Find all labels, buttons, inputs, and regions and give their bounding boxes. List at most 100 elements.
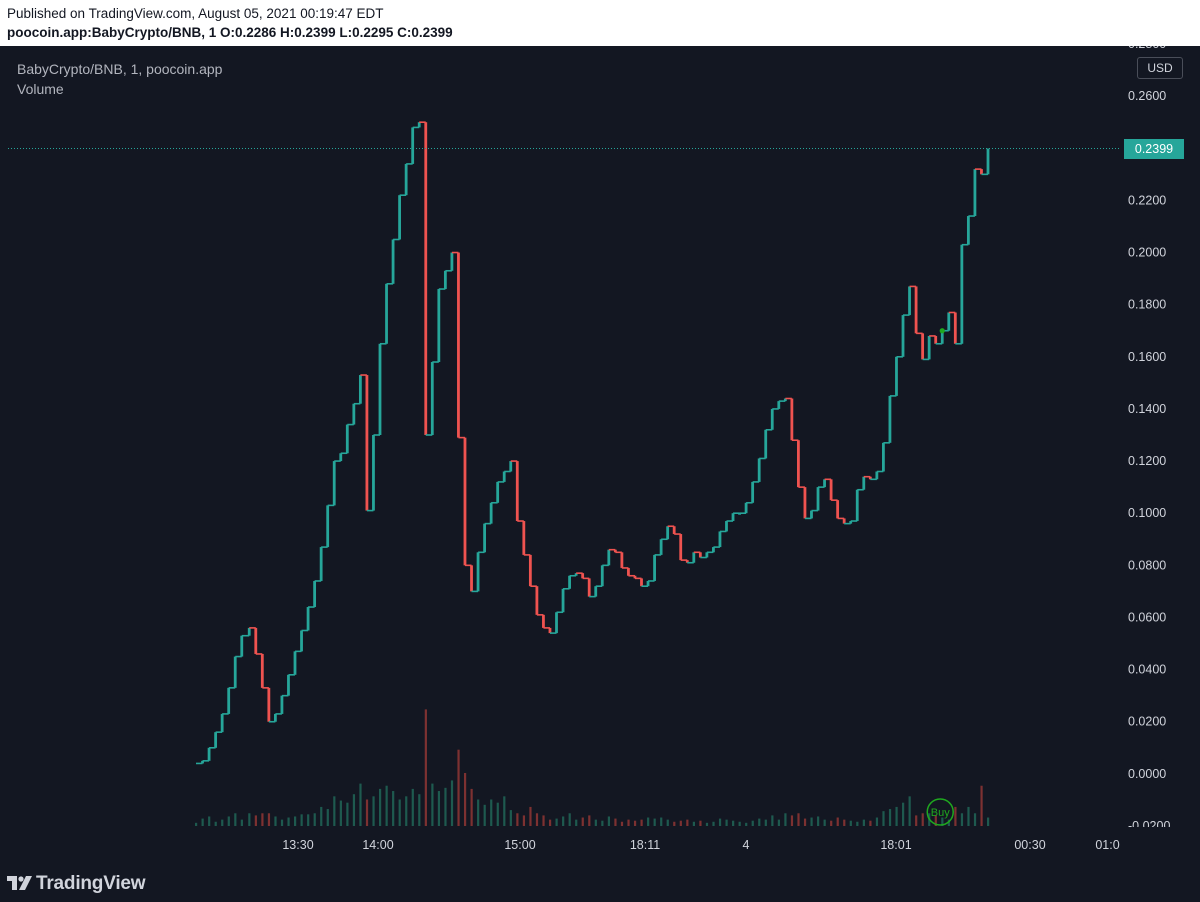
price-candle (855, 489, 859, 522)
price-candle (587, 578, 591, 597)
time-tick-label: 14:00 (362, 838, 393, 852)
price-candle (470, 565, 473, 592)
price-candle (300, 630, 303, 652)
price-candle (457, 252, 460, 438)
price-candle (777, 401, 781, 409)
price-candle (908, 286, 911, 316)
price-candle (502, 471, 506, 482)
price-candle (430, 362, 434, 435)
price-chart[interactable]: Buy (8, 46, 1120, 827)
price-tick-label: 0.0000 (1128, 767, 1166, 781)
price-candle (607, 549, 611, 566)
volume-bar (457, 749, 460, 826)
price-tick-label: 0.1200 (1128, 454, 1166, 468)
price-candle (836, 500, 840, 519)
volume-bar (594, 819, 597, 826)
volume-bar (614, 818, 617, 826)
price-candle (640, 578, 643, 587)
price-candle (293, 651, 297, 675)
price-candle (594, 586, 598, 597)
price-candle (313, 580, 317, 608)
price-series (196, 121, 990, 765)
price-axis[interactable]: 0.28000.26000.24000.22000.20000.18000.16… (1120, 37, 1200, 833)
volume-bar (568, 813, 571, 826)
volume-bar (830, 820, 833, 826)
price-candle (783, 398, 787, 402)
price-candle (829, 479, 833, 501)
price-candle (568, 575, 571, 589)
volume-bar (346, 802, 349, 826)
price-tick-label: 0.1800 (1128, 298, 1166, 312)
price-candle (620, 552, 624, 568)
volume-bar (699, 820, 702, 826)
price-candle (574, 573, 578, 576)
price-tick-label: -0.0200 (1128, 819, 1170, 827)
price-candle (966, 216, 970, 245)
volume-bar (620, 821, 624, 826)
volume-bar (888, 809, 892, 826)
price-candle (921, 333, 925, 360)
chart-legend: BabyCrypto/BNB, 1, poocoin.app Volume (17, 59, 222, 99)
price-candle (692, 552, 696, 563)
volume-bar (240, 819, 243, 826)
volume-bar (535, 813, 539, 826)
price-tick-label: 0.2600 (1128, 89, 1166, 103)
price-tick-label: 0.0400 (1128, 663, 1166, 677)
price-tick-label: 0.2000 (1128, 246, 1166, 260)
volume-bar (313, 813, 316, 826)
price-candle (201, 760, 204, 764)
tradingview-logo-icon (7, 876, 32, 890)
price-candle (698, 552, 702, 558)
buy-marker[interactable]: Buy (926, 328, 954, 826)
last-price-label: 0.2399 (1124, 138, 1184, 159)
volume-bar (915, 815, 918, 826)
volume-bar (522, 815, 526, 826)
price-candle (712, 547, 715, 553)
volume-bar (679, 820, 682, 826)
chart-plot-area[interactable]: Buy (8, 46, 1120, 827)
price-candle (764, 429, 768, 459)
price-candle (548, 627, 552, 634)
volume-bar (843, 819, 846, 826)
price-candle (823, 479, 826, 488)
volume-bar (385, 785, 388, 826)
price-candle (646, 580, 650, 587)
volume-bar (797, 813, 800, 826)
price-candle (306, 607, 310, 631)
price-candle (744, 502, 748, 514)
volume-bar (221, 819, 224, 826)
volume-bar (725, 819, 728, 826)
price-candle (443, 270, 447, 290)
volume-bar (882, 811, 885, 826)
price-candle (450, 252, 454, 271)
volume-bar (973, 813, 977, 826)
price-candle (207, 747, 211, 761)
price-candle (627, 567, 630, 576)
price-candle (280, 695, 284, 714)
time-tick-label: 00:30 (1014, 838, 1045, 852)
price-tick-label: 0.1000 (1128, 506, 1166, 520)
price-candle (751, 481, 755, 503)
price-candle (220, 713, 224, 733)
price-candle (659, 539, 663, 555)
published-timestamp: Published on TradingView.com, August 05,… (7, 6, 384, 21)
currency-button[interactable]: USD (1137, 57, 1183, 79)
volume-bar (490, 799, 493, 826)
volume-bar (287, 817, 290, 826)
time-axis[interactable]: 13:30 14:00 15:00 18:11 4 18:01 00:30 01:00 (8, 827, 1126, 867)
price-candle (679, 534, 683, 561)
price-candle (240, 635, 244, 657)
volume-bar (653, 818, 656, 826)
volume-bar (810, 817, 813, 826)
volume-bar (601, 820, 604, 826)
volume-series (195, 709, 990, 826)
volume-bar (692, 821, 696, 826)
price-candle (411, 127, 415, 164)
volume-bar (333, 796, 336, 826)
price-candle (483, 523, 486, 553)
price-candle (980, 169, 983, 175)
price-candle (653, 554, 656, 581)
volume-bar (849, 820, 852, 826)
price-candle (810, 510, 813, 519)
price-tick-label: 0.1600 (1128, 350, 1166, 364)
